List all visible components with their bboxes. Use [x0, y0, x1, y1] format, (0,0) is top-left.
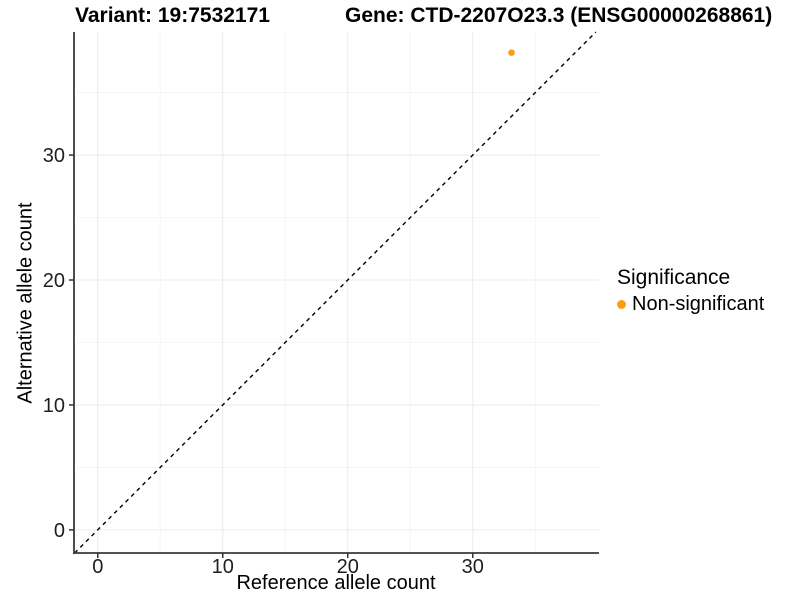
x-tick-label: 30	[462, 556, 484, 578]
x-tick-label: 20	[337, 556, 359, 578]
y-tick-label: 30	[43, 145, 65, 167]
x-axis-title: Reference allele count	[236, 572, 436, 594]
x-tick-label: 0	[92, 556, 103, 578]
data-point	[508, 49, 515, 56]
legend-item-label: Non-significant	[632, 293, 765, 315]
legend-point-icon	[617, 300, 626, 309]
legend-item: Non-significant	[617, 293, 764, 316]
x-tick-label: 10	[212, 556, 234, 578]
identity-dashed-line	[74, 31, 597, 554]
variant-title: Variant: 19:7532171	[75, 4, 270, 27]
y-tick-label: 20	[43, 270, 65, 292]
y-tick-label: 10	[43, 395, 65, 417]
legend: Significance Non-significant	[617, 265, 764, 316]
legend-title: Significance	[617, 266, 731, 289]
y-tick-label: 0	[54, 520, 65, 542]
gene-title: Gene: CTD-2207O23.3 (ENSG00000268861)	[345, 4, 773, 27]
y-axis-title: Alternative allele count	[14, 202, 37, 404]
